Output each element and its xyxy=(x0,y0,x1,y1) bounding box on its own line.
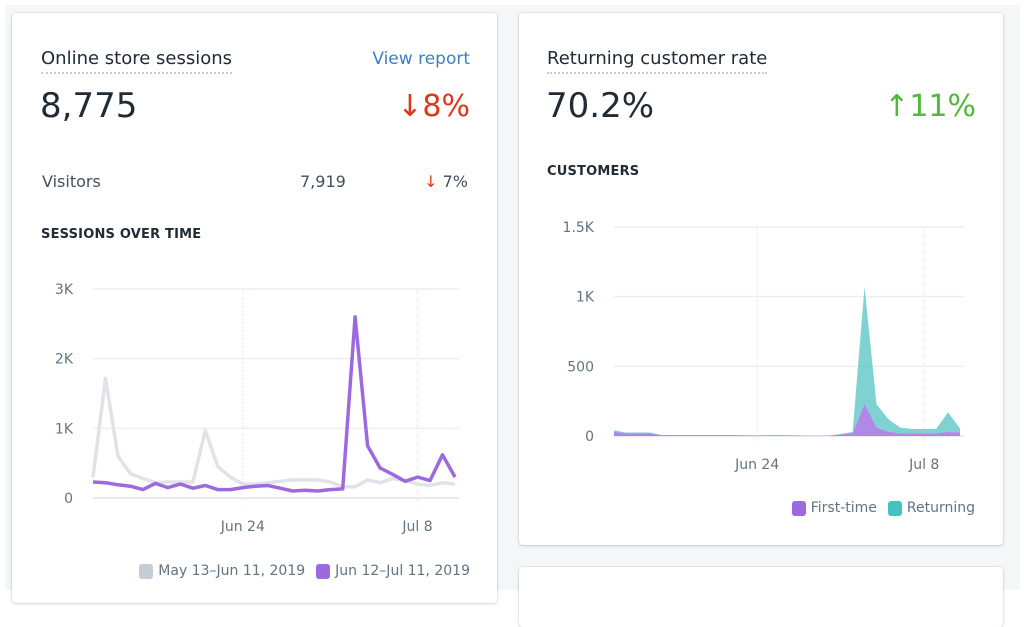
y-tick-label: 0 xyxy=(64,491,73,507)
legend-swatch-previous xyxy=(139,563,154,579)
legend-label-first-time: First-time xyxy=(810,500,877,516)
chart-legend: First-time Returning xyxy=(791,500,975,516)
returning-customer-rate-card: Returning customer rate 70.2% ↑11% CUSTO… xyxy=(519,13,1003,545)
series-line-previous xyxy=(91,376,456,489)
customers-chart: 0 500 1K 1.5K Jun 24 Jul 8 xyxy=(563,220,964,473)
legend-label-previous: May 13–Jun 11, 2019 xyxy=(158,563,306,579)
returning-rate-total: 70.2% xyxy=(546,86,655,126)
y-tick-label: 500 xyxy=(567,359,594,375)
y-tick-label: 1.5K xyxy=(563,220,595,236)
chart-legend: May 13–Jun 11, 2019 Jun 12–Jul 11, 2019 xyxy=(139,563,470,579)
legend-swatch-first-time xyxy=(791,500,806,516)
legend-label-current: Jun 12–Jul 11, 2019 xyxy=(335,563,470,579)
y-tick-label: 1K xyxy=(576,290,595,306)
y-tick-label: 3K xyxy=(55,282,74,298)
arrow-down-icon: ↓ xyxy=(397,89,423,124)
y-tick-label: 0 xyxy=(585,429,594,445)
online-store-sessions-card: Online store sessions View report 8,775 … xyxy=(12,13,497,603)
sessions-total: 8,775 xyxy=(40,86,138,126)
next-card xyxy=(519,567,1003,627)
area-returning xyxy=(614,286,960,436)
sessions-change: ↓8% xyxy=(397,89,470,124)
y-tick-label: 1K xyxy=(55,421,74,437)
legend-swatch-current xyxy=(316,563,331,579)
area-first-time xyxy=(614,403,960,436)
x-tick-label: Jul 8 xyxy=(908,457,939,473)
returning-rate-change: ↑11% xyxy=(884,89,976,124)
chart-title: SESSIONS OVER TIME xyxy=(41,227,202,242)
arrow-down-icon: ↓ xyxy=(424,172,443,191)
card-title[interactable]: Online store sessions xyxy=(41,48,233,74)
card-title[interactable]: Returning customer rate xyxy=(547,48,768,74)
x-tick-label: Jun 24 xyxy=(734,457,779,473)
chart-title: CUSTOMERS xyxy=(547,164,640,179)
visitors-label: Visitors xyxy=(42,172,101,191)
legend-label-returning: Returning xyxy=(906,500,975,516)
arrow-up-icon: ↑ xyxy=(884,89,910,124)
visitors-change: ↓ 7% xyxy=(424,172,468,191)
x-tick-label: Jun 24 xyxy=(220,519,265,535)
series-line-current xyxy=(92,315,457,493)
x-tick-label: Jul 8 xyxy=(401,519,432,535)
y-tick-label: 2K xyxy=(55,352,74,368)
visitors-value: 7,919 xyxy=(300,172,346,191)
legend-swatch-returning xyxy=(887,500,902,516)
sessions-over-time-chart: 0 1K 2K 3K Jun 24 Jul 8 xyxy=(55,282,459,535)
view-report-link[interactable]: View report xyxy=(372,49,470,69)
